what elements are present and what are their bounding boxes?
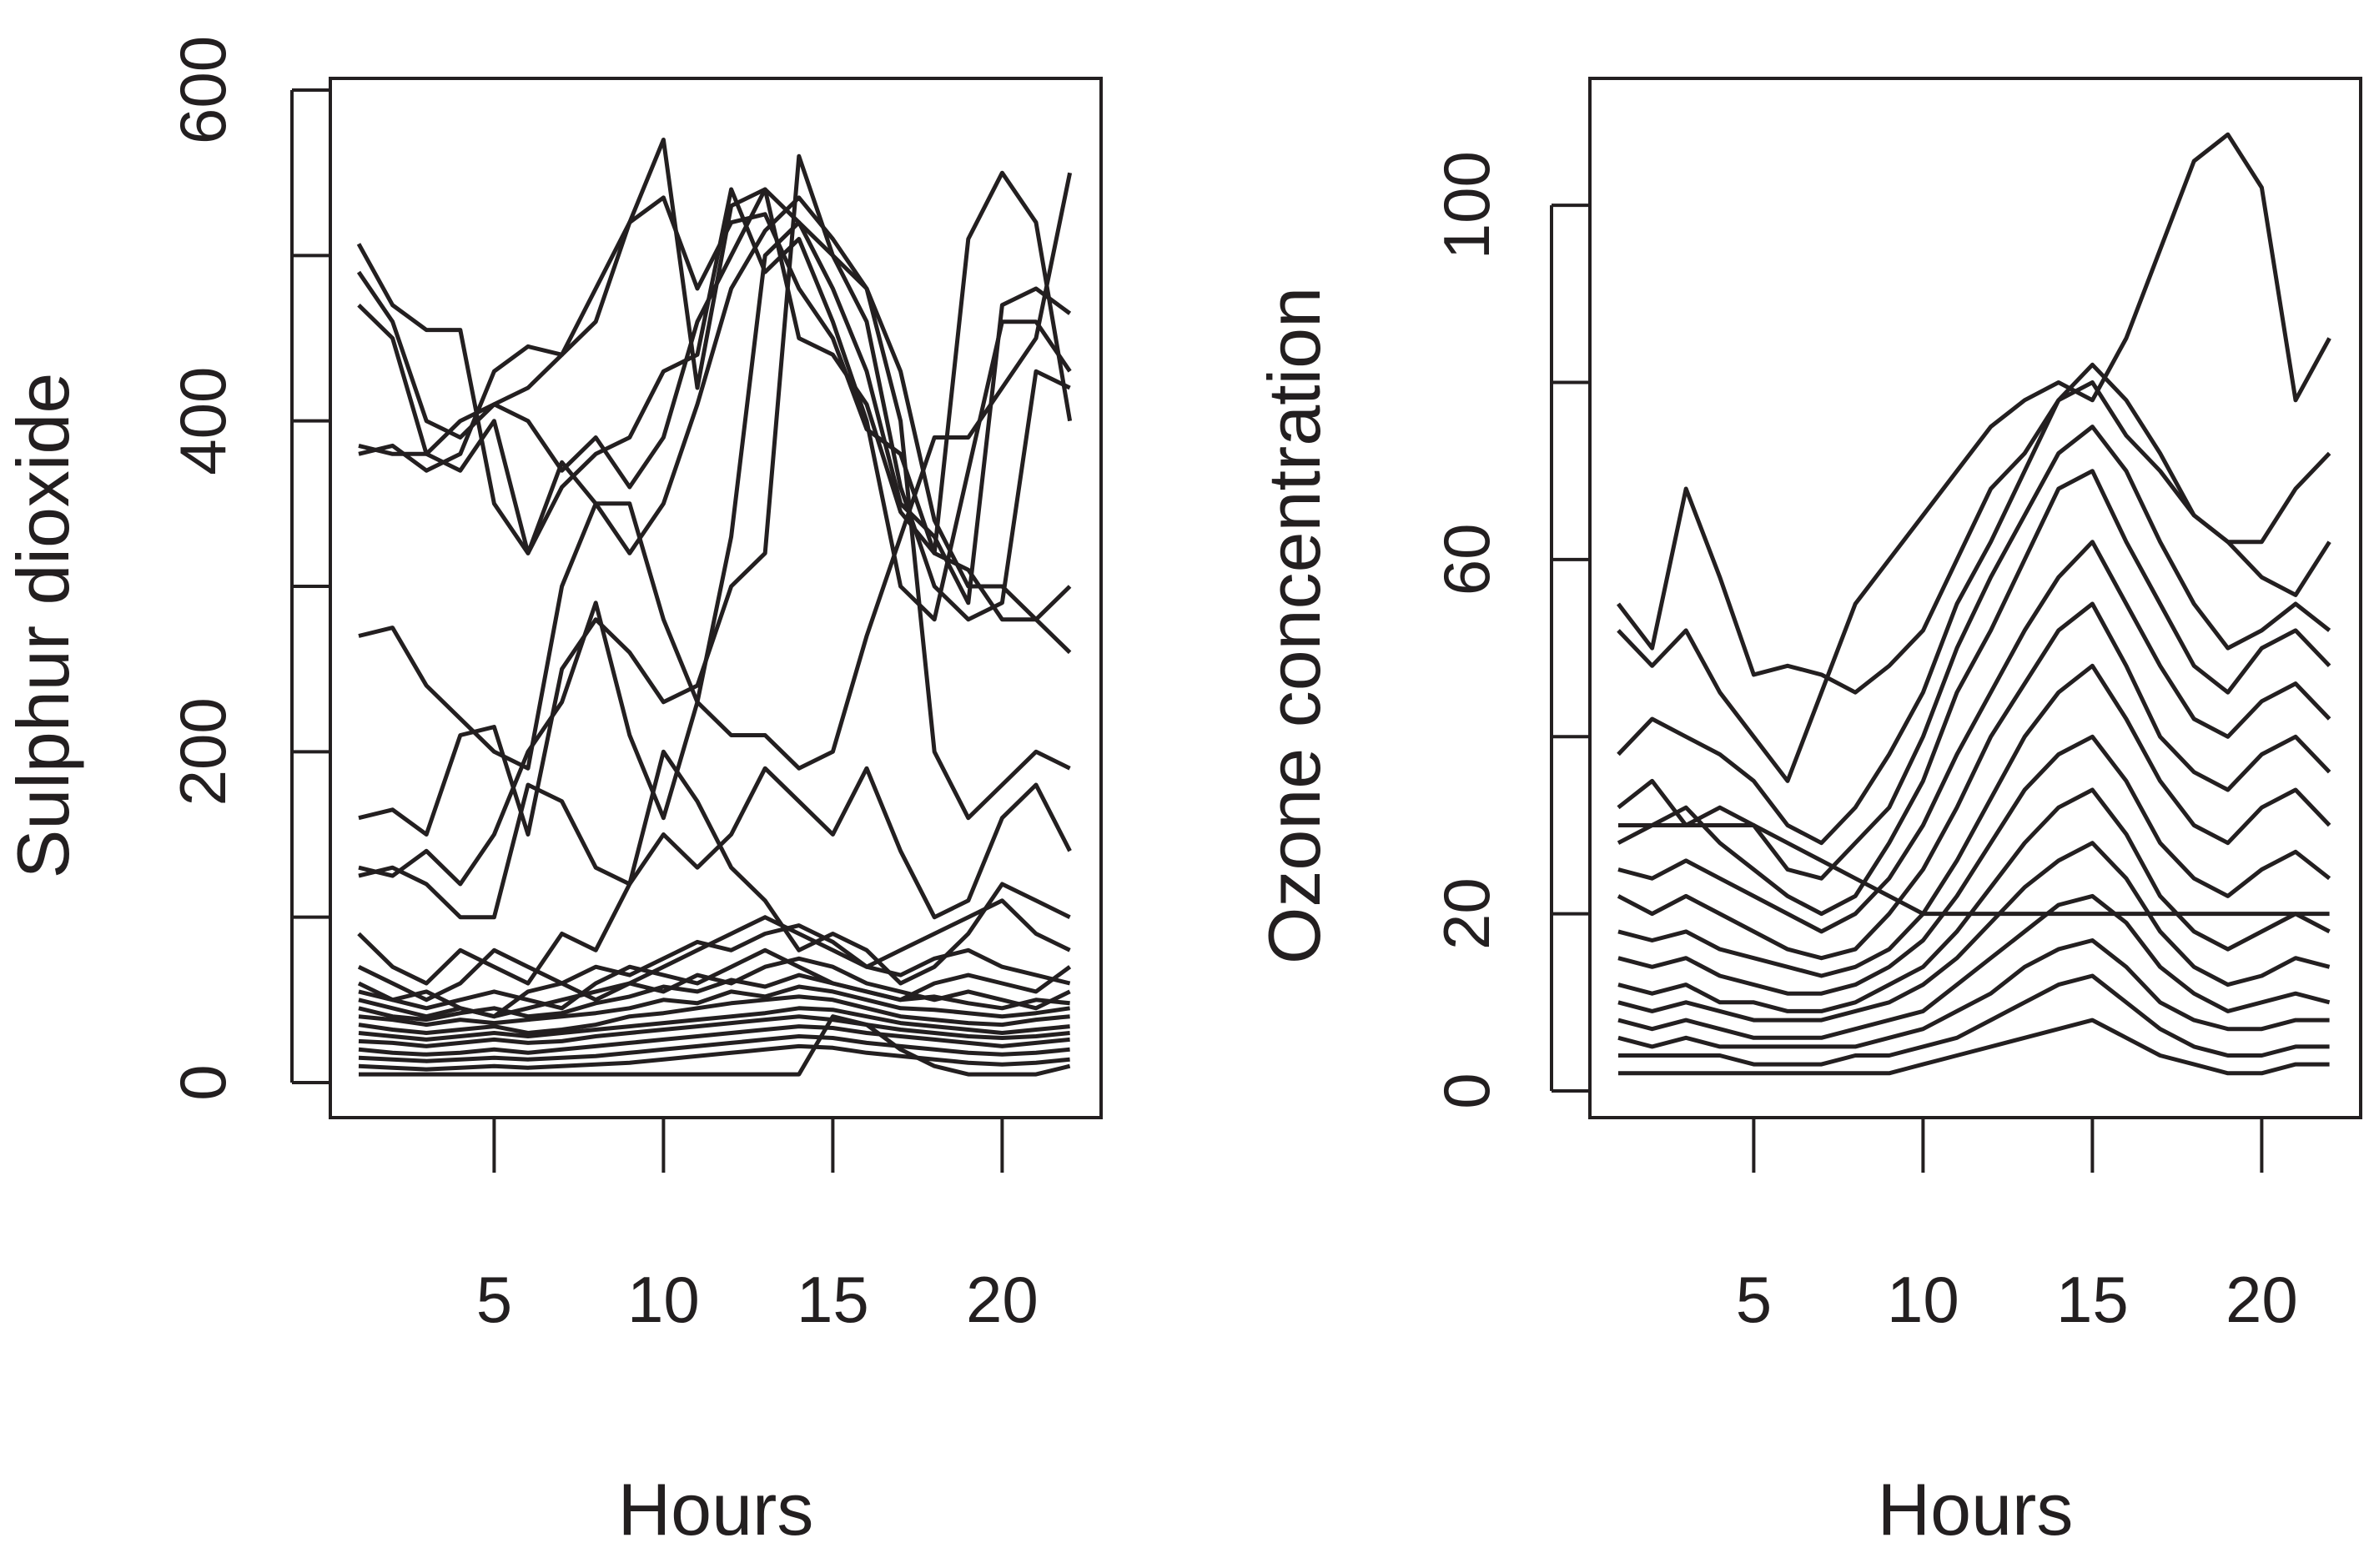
x-axis-left: 5 10 15 20 [476,1118,1039,1336]
series-line [1617,362,2331,846]
series-line [1617,893,2331,1040]
series-line [1617,938,2330,1049]
series-line [358,195,1072,622]
y-axis-left: 0 200 400 600 [166,36,330,1101]
series-line [358,1043,1070,1072]
plot-frame-left [329,77,1103,1119]
series-line [358,984,1070,1028]
series-lines-left [356,138,1073,1077]
y-axis-title-right: Ozone concentration [1253,287,1335,964]
x-tick-label: 15 [797,1263,869,1336]
series-line [1617,841,2331,1023]
y-axis-right: 0 20 60 100 [1430,151,1590,1109]
series-line [1618,973,2330,1067]
series-line [359,1014,1071,1077]
series-line [1618,823,2330,917]
x-axis-title-right: Hours [1878,1468,2074,1550]
series-line [357,187,1072,622]
x-tick-label: 20 [2226,1263,2298,1336]
y-tick-label: 200 [166,697,239,806]
series-line [358,1024,1070,1057]
x-tick-label: 10 [1887,1263,1959,1336]
series-line [1617,601,2331,961]
y-tick-label: 0 [166,1064,239,1100]
series-line [358,1006,1070,1042]
series-line [358,972,1070,1023]
plot-frame-right [1588,77,2362,1119]
y-tick-label: 60 [1430,524,1503,596]
y-tick-label: 100 [1430,151,1503,259]
x-tick-label: 5 [1736,1263,1772,1336]
series-line [358,220,1071,887]
series-line [357,749,1071,986]
series-line [1617,663,2331,978]
series-line [358,138,1073,555]
series-line [358,1014,1070,1048]
y-tick-label: 0 [1430,1073,1503,1108]
series-line [1618,1018,2330,1076]
series-line [358,172,1073,771]
series-line [358,994,1070,1035]
series-line [357,898,1071,1003]
series-line [358,1034,1070,1063]
x-axis-right: 5 10 15 20 [1736,1118,2298,1336]
x-tick-label: 20 [966,1263,1039,1336]
x-tick-label: 15 [2056,1263,2129,1336]
y-axis-title-left: Sulphur dioxide [2,373,84,879]
series-line [1617,734,2331,996]
chart-sulphur-dioxide: 0 200 400 600 5 10 15 20 Hours Sulphur dioxide [2,36,1103,1550]
series-line [1617,425,2331,881]
series-line [1617,469,2331,917]
y-tick-label: 600 [166,36,239,144]
x-axis-title-left: Hours [618,1468,814,1550]
series-lines-right [1617,132,2331,1076]
series-line [358,766,1072,920]
series-line [1617,787,2331,1013]
series-line [1617,132,2331,783]
y-tick-label: 20 [1430,877,1503,950]
y-tick-label: 400 [166,367,239,475]
series-line [358,947,1072,1011]
chart-ozone-concentration: 0 20 60 100 5 10 15 20 Hours Ozone concentrati… [1253,77,2362,1550]
series-line [358,153,1071,837]
x-tick-label: 5 [476,1263,512,1336]
series-line [1617,540,2331,934]
x-tick-label: 10 [627,1263,700,1336]
